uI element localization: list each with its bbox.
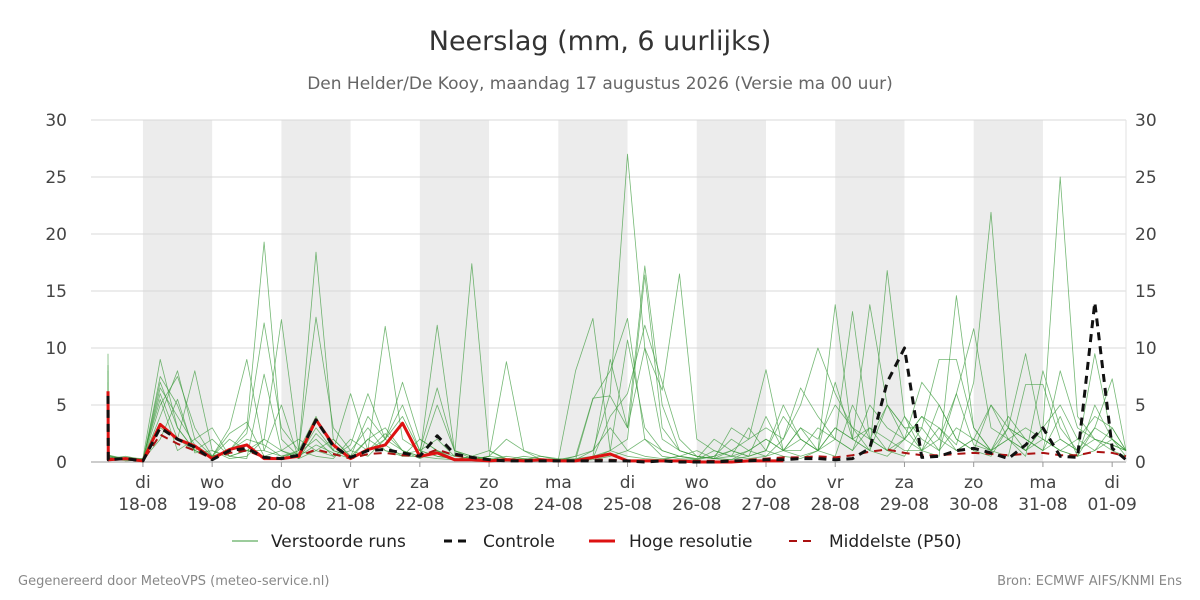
x-axis: di18-08wo19-08do20-08vr21-08za22-08zo23-… [91, 120, 1137, 515]
x-tick-date: 29-08 [880, 495, 929, 515]
x-tick-day: zo [964, 473, 983, 493]
y-tick-label: 5 [56, 396, 67, 416]
y-axis-right: 0 5 10 15 20 25 30 [1135, 111, 1157, 473]
chart-title: Neerslag (mm, 6 uurlijks) [429, 26, 771, 57]
legend: Verstoorde runs Controle Hoge resolutie … [232, 532, 962, 552]
y-tick-label: 20 [1135, 225, 1157, 245]
legend-label-high-resolution: Hoge resolutie [629, 532, 753, 552]
perturbed-run-line [107, 387, 1127, 462]
x-tick-day: di [620, 473, 636, 493]
x-tick-day: vr [342, 473, 359, 493]
perturbed-runs [107, 153, 1127, 463]
x-tick-day: zo [479, 473, 498, 493]
x-tick-date: 24-08 [534, 495, 583, 515]
legend-label-median: Middelste (P50) [829, 532, 962, 552]
x-tick-date: 22-08 [395, 495, 444, 515]
x-tick-date: 30-08 [949, 495, 998, 515]
x-tick-date: 18-08 [118, 495, 167, 515]
footer-generator: Gegenereerd door MeteoVPS (meteo-service… [18, 574, 329, 589]
x-tick-date: 20-08 [257, 495, 306, 515]
chart-subtitle: Den Helder/De Kooy, maandag 17 augustus … [307, 74, 893, 94]
x-tick-date: 26-08 [672, 495, 721, 515]
legend-label-control: Controle [483, 532, 555, 552]
x-tick-day: ma [1029, 473, 1056, 493]
x-tick-date: 21-08 [326, 495, 375, 515]
x-tick-date: 01-09 [1087, 495, 1136, 515]
legend-label-perturbed-runs: Verstoorde runs [271, 532, 406, 552]
y-tick-label: 10 [45, 339, 67, 359]
series-line-controle [106, 300, 1127, 464]
y-tick-label: 15 [45, 282, 67, 302]
x-tick-day: ma [545, 473, 572, 493]
y-axis-left: 0 5 10 15 20 25 30 [45, 111, 67, 473]
y-tick-label: 20 [45, 225, 67, 245]
y-tick-label: 30 [1135, 111, 1157, 131]
y-tick-label: 25 [1135, 168, 1157, 188]
x-tick-date: 27-08 [741, 495, 790, 515]
x-tick-day: wo [200, 473, 224, 493]
y-tick-label: 0 [56, 453, 67, 473]
y-tick-label: 10 [1135, 339, 1157, 359]
y-tick-label: 15 [1135, 282, 1157, 302]
x-tick-day: do [271, 473, 292, 493]
x-tick-day: do [755, 473, 776, 493]
y-tick-label: 0 [1135, 453, 1146, 473]
y-tick-label: 25 [45, 168, 67, 188]
perturbed-run-line [107, 273, 1127, 462]
perturbed-run-line [107, 358, 1127, 462]
x-tick-date: 25-08 [603, 495, 652, 515]
x-tick-day: di [135, 473, 151, 493]
footer-source: Bron: ECMWF AIFS/KNMI Ens [997, 574, 1182, 589]
x-tick-day: vr [827, 473, 844, 493]
y-tick-label: 5 [1135, 396, 1146, 416]
x-tick-date: 28-08 [811, 495, 860, 515]
x-tick-date: 19-08 [187, 495, 236, 515]
x-tick-day: di [1104, 473, 1120, 493]
x-tick-day: za [410, 473, 429, 493]
x-tick-day: wo [685, 473, 709, 493]
y-tick-label: 30 [45, 111, 67, 131]
main-series [106, 300, 1127, 464]
x-tick-date: 31-08 [1018, 495, 1067, 515]
x-tick-date: 23-08 [464, 495, 513, 515]
x-tick-day: za [895, 473, 914, 493]
